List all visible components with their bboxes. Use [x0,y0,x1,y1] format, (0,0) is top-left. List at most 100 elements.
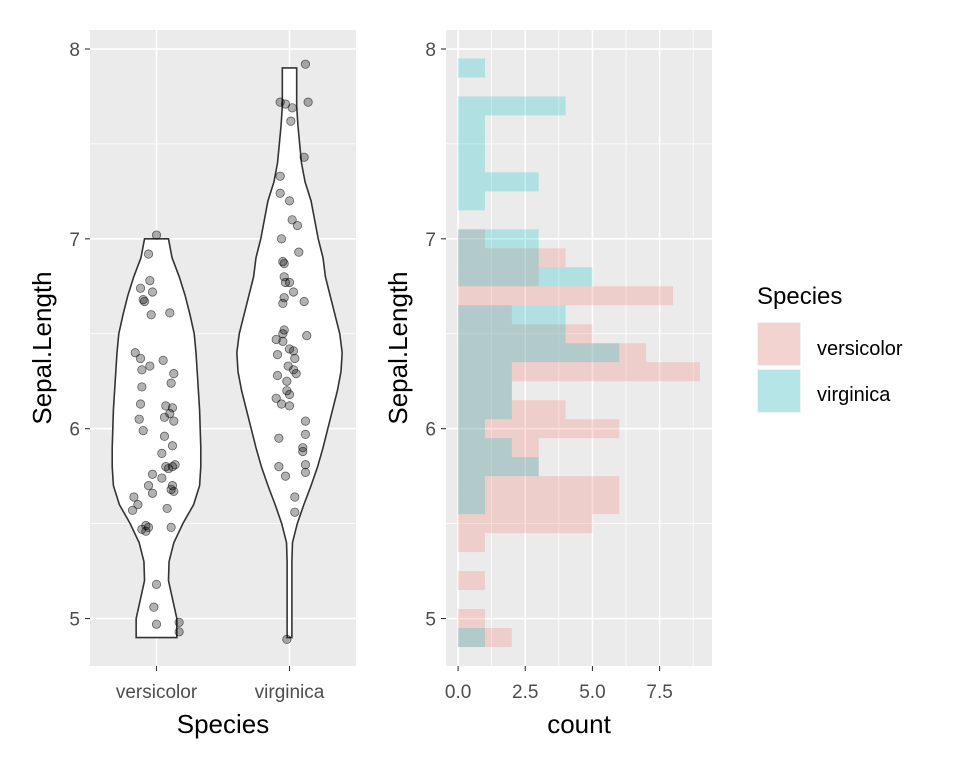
hist-bar-versicolor [458,381,512,401]
hist-bar-versicolor [458,286,674,306]
jitter-point-virginica [276,234,287,244]
jitter-point-virginica [290,507,300,517]
jitter-point-versicolor [158,355,168,365]
jitter-point-versicolor [174,627,184,637]
hist-bar-versicolor [458,229,485,249]
jitter-point-versicolor [169,416,179,426]
jitter-point-versicolor [135,353,146,364]
jitter-point-virginica [292,220,303,231]
jitter-point-versicolor [166,378,176,388]
jitter-point-virginica [274,462,284,472]
hist-bar-versicolor [458,267,539,287]
jitter-point-virginica [282,376,292,386]
jitter-point-versicolor [133,500,143,510]
hist-x-axis-title: count [547,709,611,739]
jitter-point-versicolor [143,481,154,491]
jitter-point-versicolor [147,287,158,297]
jitter-point-versicolor [137,365,147,375]
jitter-point-versicolor [162,503,172,514]
jitter-point-versicolor [130,348,140,358]
hist-bar-versicolor [458,362,700,382]
violin-y-tick-label: 8 [69,40,80,61]
jitter-point-virginica [272,350,283,360]
jitter-point-versicolor [157,473,167,483]
hist-bar-virginica [458,134,485,154]
jitter-point-virginica [286,116,296,126]
jitter-point-versicolor [135,283,146,293]
hist-bar-versicolor [458,457,539,477]
jitter-point-virginica [278,298,288,308]
hist-bar-virginica [458,438,512,458]
hist-bar-virginica [458,172,539,192]
violin-versicolor [111,238,202,639]
jitter-point-versicolor [165,308,175,318]
jitter-point-versicolor [147,469,158,479]
hist-x-tick-label: 2.5 [512,682,538,703]
jitter-point-virginica [278,329,288,339]
jitter-point-versicolor [151,579,162,589]
jitter-point-virginica [290,353,300,364]
violin-y-tick-label: 5 [69,610,80,631]
violin-y-tick-label: 7 [69,230,80,251]
hist-bar-virginica [458,362,512,382]
legend-label-virginica: virginica [817,384,891,406]
hist-bar-versicolor [458,495,620,515]
violin-panel: 5 6 7 8 versicolor virginica Species Sepal.Leng… [27,30,356,739]
jitter-point-virginica [288,346,299,356]
jitter-point-versicolor [169,369,179,379]
legend-title: Species [757,283,842,310]
jitter-point-virginica [282,634,292,645]
jitter-point-versicolor [129,492,139,502]
jitter-point-virginica [303,97,313,107]
jitter-point-versicolor [135,399,146,409]
hist-bar-versicolor [458,628,512,648]
jitter-point-versicolor [145,361,155,371]
jitter-point-versicolor [169,486,179,496]
jitter-point-virginica [300,460,311,470]
legend-key-virginica [758,370,800,412]
jitter-point-versicolor [167,441,178,451]
hist-bar-versicolor [458,476,620,496]
jitter-point-versicolor [151,230,162,240]
hist-bar-versicolor [458,324,593,344]
histogram-plot-background [446,30,712,666]
hist-bar-virginica [458,305,566,325]
hist-bar-versicolor [458,305,512,325]
jitter-point-virginica [276,399,287,409]
jitter-point-versicolor [167,403,178,413]
jitter-point-virginica [287,103,297,113]
legend-key-versicolor [758,323,800,365]
jitter-point-versicolor [163,463,174,474]
hist-y-tick-label: 7 [425,230,436,251]
jitter-point-versicolor [139,296,150,307]
jitter-point-versicolor [166,522,176,533]
jitter-point-virginica [291,369,301,379]
hist-bar-virginica [458,400,512,420]
jitter-point-virginica [278,336,288,346]
hist-bar-virginica [458,343,620,363]
jitter-point-virginica [300,59,311,69]
hist-bar-virginica [458,419,485,439]
jitter-point-virginica [300,416,311,426]
jitter-point-versicolor [138,425,148,436]
hist-x-tick-label: 5.0 [579,682,605,703]
violin-y-axis-title: Sepal.Length [27,271,57,424]
jitter-point-virginica [294,247,304,257]
jitter-point-versicolor [149,602,159,612]
jitter-point-versicolor [146,310,156,320]
hist-bar-virginica [458,229,539,249]
jitter-point-virginica [284,196,295,206]
jitter-point-virginica [288,287,299,297]
hist-bar-versicolor [458,609,485,629]
hist-bar-virginica [458,153,485,173]
hist-bar-virginica [458,267,593,287]
jitter-point-versicolor [134,414,144,424]
hist-y-tick-label: 5 [425,610,436,631]
jitter-point-virginica [302,331,312,341]
hist-bar-versicolor [458,514,593,534]
hist-bar-versicolor [458,438,539,458]
hist-bar-versicolor [458,343,647,363]
histogram-panel: 5 6 7 8 0.0 2.5 5.0 7.5 count Sepal.Length [383,30,712,739]
jitter-point-virginica [300,429,311,439]
